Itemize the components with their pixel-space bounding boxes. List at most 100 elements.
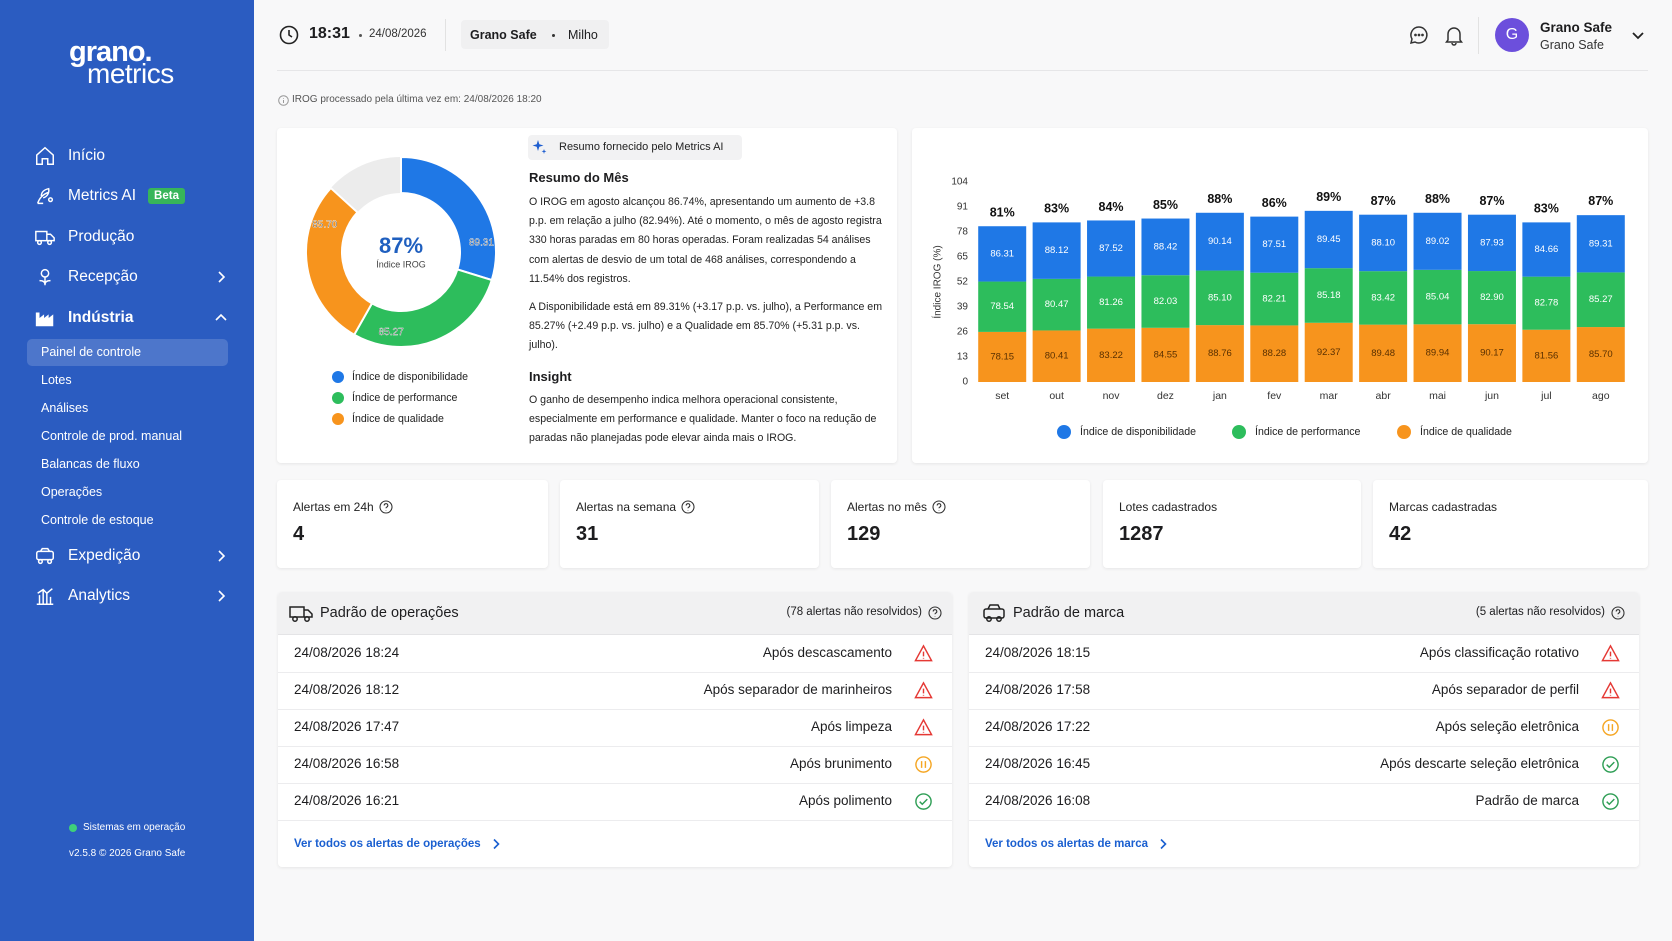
alert-label: Após limpeza: [810, 719, 892, 734]
segment-label: 88.12: [1045, 245, 1069, 256]
segment-label: 84.66: [1534, 244, 1558, 255]
nav-item[interactable]: Metrics AI Beta: [34, 181, 185, 211]
alert-label: Após polimento: [798, 793, 892, 808]
legend-label: Índice de disponibilidade: [1080, 425, 1196, 438]
alert-row[interactable]: 24/08/2026 17:47 Após limpeza: [278, 709, 952, 747]
alert-time: 24/08/2026 18:24: [294, 645, 400, 660]
bar-segment: [1195, 270, 1244, 326]
nav-label: Indústria: [68, 309, 134, 326]
subnav-item[interactable]: Controle de prod. manual: [41, 429, 183, 443]
x-tick-label: mai: [1429, 390, 1446, 402]
link-text: Ver todos os alertas de marca: [985, 838, 1148, 850]
bar-segment: [1141, 275, 1190, 328]
nav-item[interactable]: Início: [34, 141, 105, 171]
nav-item[interactable]: Produção: [34, 222, 134, 252]
see-all-link[interactable]: Ver todos os alertas de operações: [294, 838, 501, 850]
segment-label: 89.94: [1426, 348, 1450, 359]
alert-row[interactable]: 24/08/2026 18:24 Após descascamento: [278, 635, 952, 673]
help-icon[interactable]: [379, 500, 393, 514]
paused-icon: [1602, 719, 1619, 736]
stat-label: Alertas na semana: [576, 500, 695, 514]
bar-segment: [1087, 328, 1136, 382]
nav-label: Recepção: [68, 268, 138, 285]
chevron[interactable]: [214, 270, 228, 284]
bar-segment: [1522, 222, 1571, 277]
panel-title: Padrão de operações: [320, 605, 459, 621]
segment-label: 83.22: [1099, 350, 1123, 361]
alert-row[interactable]: 24/08/2026 18:12 Após separador de marinh…: [278, 672, 952, 710]
info-icon: [278, 95, 289, 106]
subnav-item[interactable]: Controle de estoque: [41, 513, 154, 527]
x-tick-label: out: [1049, 390, 1064, 402]
alert-label: Após separador de perfil: [1431, 682, 1579, 697]
chevron[interactable]: [1631, 28, 1645, 42]
donut-label: 85.27: [379, 327, 404, 338]
nav-label: Expedição: [68, 547, 141, 564]
chevron[interactable]: [214, 311, 228, 325]
total-label: 83%: [1534, 202, 1559, 216]
user-name: Grano Safe: [1540, 20, 1613, 35]
chevron[interactable]: [214, 589, 228, 603]
segment-label: 81.26: [1099, 297, 1123, 308]
alert-row[interactable]: 24/08/2026 16:58 Após brunimento: [278, 746, 952, 784]
bar-segment: [1141, 327, 1190, 382]
separator: [552, 34, 555, 37]
help-icon[interactable]: [928, 606, 942, 620]
chevron[interactable]: [214, 549, 228, 563]
nav-item[interactable]: Indústria: [34, 303, 133, 333]
subnav-item[interactable]: Balancas de fluxo: [41, 457, 140, 471]
alert-time: 24/08/2026 18:15: [985, 645, 1091, 660]
error-icon: [1601, 681, 1620, 699]
subnav-item[interactable]: Análises: [41, 401, 89, 415]
logo: grano.: [69, 36, 153, 68]
segment-label: 80.47: [1045, 299, 1069, 310]
donut-sublabel: Índice IROG: [376, 259, 426, 269]
segment-label: 88.10: [1371, 237, 1395, 248]
link-text: Ver todos os alertas de operações: [294, 838, 481, 850]
badge: Beta: [148, 188, 185, 204]
chat-icon[interactable]: [1408, 24, 1430, 46]
alert-row[interactable]: 24/08/2026 17:58 Após separador de perfil: [969, 672, 1639, 710]
error-icon: [914, 644, 933, 662]
total-label: 81%: [990, 206, 1015, 220]
bar-segment: [1413, 269, 1462, 325]
bar-segment: [1467, 271, 1516, 325]
subnav-item[interactable]: Operações: [41, 485, 103, 499]
bell-icon[interactable]: [1443, 24, 1465, 46]
alert-row[interactable]: 24/08/2026 18:15 Após classificação rotat…: [969, 635, 1639, 673]
nav-item[interactable]: Expedição: [34, 541, 140, 571]
nav-item[interactable]: Recepção: [34, 262, 138, 292]
subnav-item[interactable]: Lotes: [41, 373, 72, 387]
icon: [35, 312, 54, 327]
stat-label-text: Lotes cadastrados: [1119, 500, 1218, 514]
alert-row[interactable]: 24/08/2026 16:08 Padrão de marca: [969, 783, 1639, 821]
panel-header: Padrão de operações (78 alertas não reso…: [278, 592, 952, 635]
alert-row[interactable]: 24/08/2026 16:45 Após descarte seleção el…: [969, 746, 1639, 784]
context-chip[interactable]: [461, 20, 609, 49]
bar-segment: [1576, 327, 1625, 382]
total-label: 87%: [1479, 194, 1504, 208]
avatar[interactable]: G: [1495, 18, 1529, 52]
separator: [359, 34, 362, 37]
alert-row[interactable]: 24/08/2026 16:21 Após polimento: [278, 783, 952, 821]
help-icon[interactable]: [1611, 606, 1625, 620]
segment-label: 78.54: [990, 301, 1014, 312]
logo: metrics: [87, 58, 174, 89]
stat-card: Marcas cadastradas 42: [1373, 480, 1648, 568]
help-icon[interactable]: [681, 500, 695, 514]
x-tick-label: dez: [1157, 390, 1174, 402]
bar-segment: [1522, 329, 1571, 382]
legend-swatch: [332, 392, 344, 404]
subnav-item[interactable]: Painel de controle: [41, 345, 142, 359]
stat-value: 4: [293, 523, 305, 545]
stat-card: Lotes cadastrados 1287: [1103, 480, 1361, 568]
see-all-link[interactable]: Ver todos os alertas de marca: [985, 838, 1168, 850]
segment-label: 78.15: [990, 351, 1014, 362]
help-icon[interactable]: [932, 500, 946, 514]
segment-label: 82.78: [1534, 298, 1558, 309]
donut-label: 85.70: [312, 219, 337, 230]
alert-row[interactable]: 24/08/2026 17:22 Após seleção eletrônica: [969, 709, 1639, 747]
segment-label: 85.18: [1317, 290, 1341, 301]
nav-item[interactable]: Analytics: [34, 581, 130, 611]
icon: [36, 588, 54, 605]
